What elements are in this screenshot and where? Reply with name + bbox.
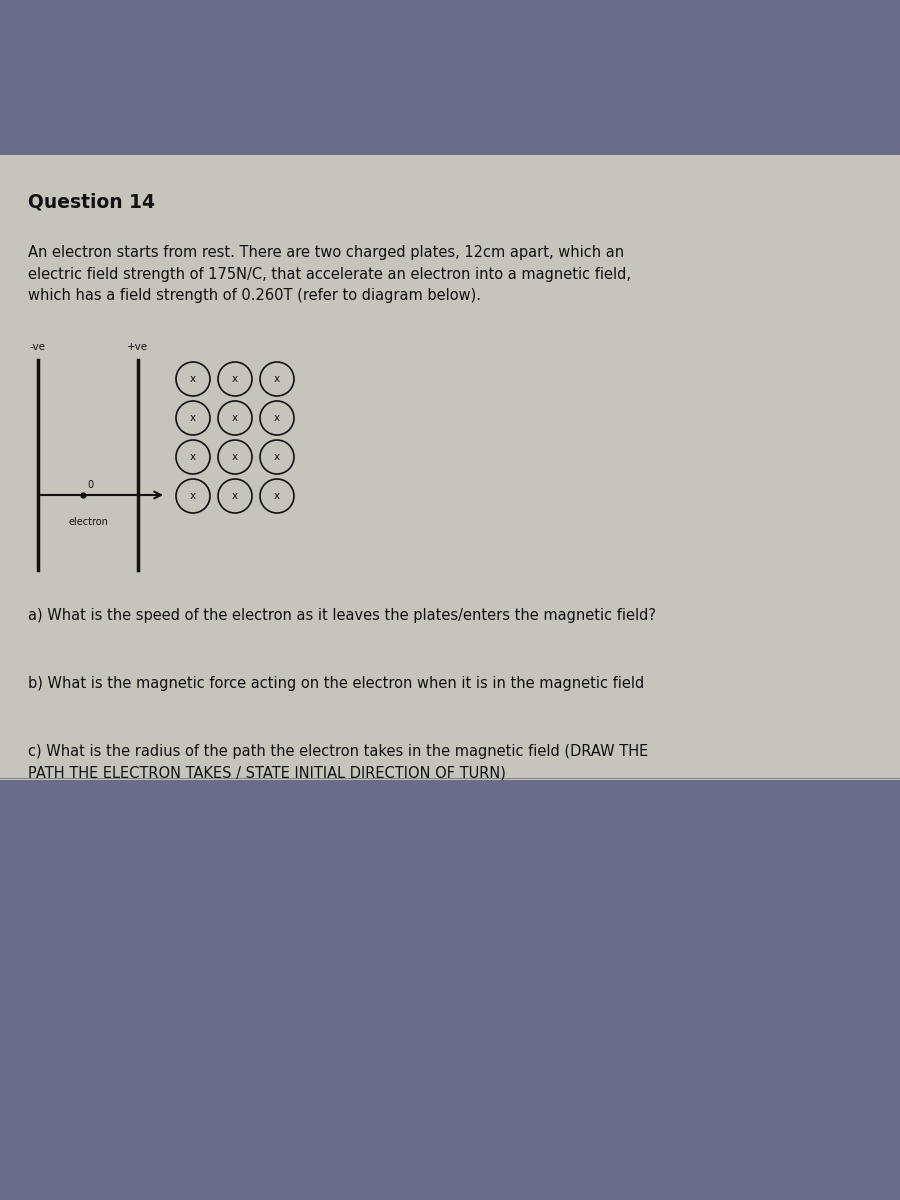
Text: x: x bbox=[190, 491, 196, 502]
Text: x: x bbox=[274, 413, 280, 422]
Text: x: x bbox=[274, 491, 280, 502]
Text: -ve: -ve bbox=[30, 342, 46, 352]
Text: x: x bbox=[190, 413, 196, 422]
Text: x: x bbox=[232, 413, 239, 422]
Text: electron: electron bbox=[68, 517, 108, 527]
Text: 0: 0 bbox=[87, 480, 93, 490]
Bar bbox=[0, 0, 900, 155]
Text: x: x bbox=[190, 452, 196, 462]
Text: b) What is the magnetic force acting on the electron when it is in the magnetic : b) What is the magnetic force acting on … bbox=[28, 676, 644, 691]
Text: +ve: +ve bbox=[128, 342, 148, 352]
Text: x: x bbox=[232, 452, 239, 462]
Text: x: x bbox=[232, 491, 239, 502]
Text: x: x bbox=[274, 374, 280, 384]
Text: x: x bbox=[274, 452, 280, 462]
Text: x: x bbox=[190, 374, 196, 384]
Text: a) What is the speed of the electron as it leaves the plates/enters the magnetic: a) What is the speed of the electron as … bbox=[28, 608, 656, 623]
Text: Question 14: Question 14 bbox=[28, 193, 155, 212]
Bar bbox=[0, 780, 900, 1200]
Text: An electron starts from rest. There are two charged plates, 12cm apart, which an: An electron starts from rest. There are … bbox=[28, 245, 631, 304]
Bar bbox=[0, 155, 900, 780]
Text: c) What is the radius of the path the electron takes in the magnetic field (DRAW: c) What is the radius of the path the el… bbox=[28, 744, 648, 781]
Text: x: x bbox=[232, 374, 239, 384]
